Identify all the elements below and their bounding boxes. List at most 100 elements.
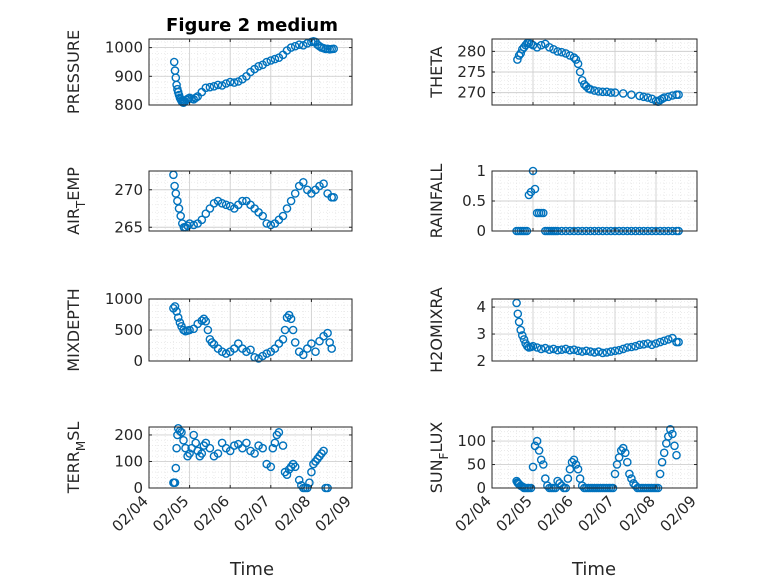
data-point [221,79,231,88]
data-point [670,441,679,451]
data-point [586,347,595,356]
y-tick-label: 2 [476,352,486,370]
data-point [323,328,332,338]
x-tick-label: 02/09 [657,492,700,535]
data-point [577,347,587,356]
data-point [594,347,603,356]
data-point [179,435,188,445]
data-point [541,343,550,353]
x-tick-label: 02/05 [493,492,536,535]
data-point [659,448,669,458]
x-tick-label: 02/07 [230,492,273,535]
data-point [598,348,608,358]
data-point [536,455,546,465]
data-point [173,313,183,322]
y-axis-label: AIRTEMP [64,167,88,235]
data-point [618,443,628,453]
data-point [606,347,616,356]
data-point [530,184,540,194]
y-tick-label: 270 [457,84,486,102]
data-point [205,443,215,453]
y-axis-label: PRESSURE [64,30,83,114]
data-point [305,478,314,488]
data-point [294,40,304,50]
data-point [282,313,292,322]
data-point [569,53,579,62]
y-axis-label-tail: EMP [64,167,83,201]
data-point [561,49,571,58]
data-point [643,93,653,102]
data-point [319,446,328,456]
data-point [185,219,194,228]
data-point [286,43,296,52]
y-axis-label-main: THETA [427,46,446,98]
data-point [290,462,300,472]
data-point [516,325,526,335]
data-point [225,446,235,456]
data-point [621,448,630,458]
data-point [225,201,235,211]
data-point [233,339,243,348]
y-tick-label: 270 [114,181,143,199]
data-point [189,430,198,440]
data-point [674,90,683,99]
data-point [553,47,562,56]
data-point [674,337,683,347]
data-point [549,45,558,54]
data-point [602,87,612,97]
x-tick-label: 02/09 [312,492,355,535]
data-point [177,427,186,437]
data-point [307,467,316,477]
data-point [191,438,200,448]
data-point [307,339,316,348]
data-point [532,43,542,52]
data-point [590,348,599,357]
data-point [610,88,620,97]
data-point [302,344,312,353]
data-point [309,459,318,469]
data-point [262,57,272,67]
data-point [170,302,180,311]
data-point [563,474,573,483]
y-tick-label: 265 [114,218,143,236]
data-point [288,325,298,335]
data-point [217,347,227,357]
data-point [666,424,675,434]
data-point [298,41,308,50]
data-point [590,86,599,95]
y-axis-label-main: PRESSURE [64,30,83,114]
data-point [172,443,181,453]
data-point [614,345,624,355]
data-point [315,336,324,346]
data-point [565,345,575,355]
y-tick-label: 200 [114,426,143,444]
y-axis-label-tail: LUX [427,422,446,453]
data-point [545,345,554,355]
data-point [329,44,339,54]
data-point [594,87,603,96]
data-point [586,85,595,94]
data-point [185,325,194,335]
y-axis-label-main: RAINFALL [427,164,446,239]
panel-rainfall: 0 0.5 1 RAINFALL [427,162,698,240]
figure-title: Figure 2 medium [166,15,338,36]
data-point [274,427,284,437]
data-point [536,344,546,354]
x-axis-label-left: Time [229,559,274,580]
y-axis-label-subscript: T [74,200,88,209]
y-axis-label-subscript: M [74,441,88,451]
data-point [635,91,644,101]
y-axis-label-subscript: F [437,452,451,459]
data-point [327,344,337,353]
data-point [557,47,567,57]
data-point [197,449,207,458]
y-tick-label: 100 [457,432,486,450]
y-axis-label-tail: SL [64,422,83,441]
data-point [623,343,632,352]
data-point [278,334,288,344]
panel-mixdepth: 0 500 1000 MIXDEPTH [64,288,353,372]
data-point [290,41,300,51]
data-point [545,43,554,52]
data-point [555,478,564,488]
x-tick-label: 02/08 [616,492,659,535]
